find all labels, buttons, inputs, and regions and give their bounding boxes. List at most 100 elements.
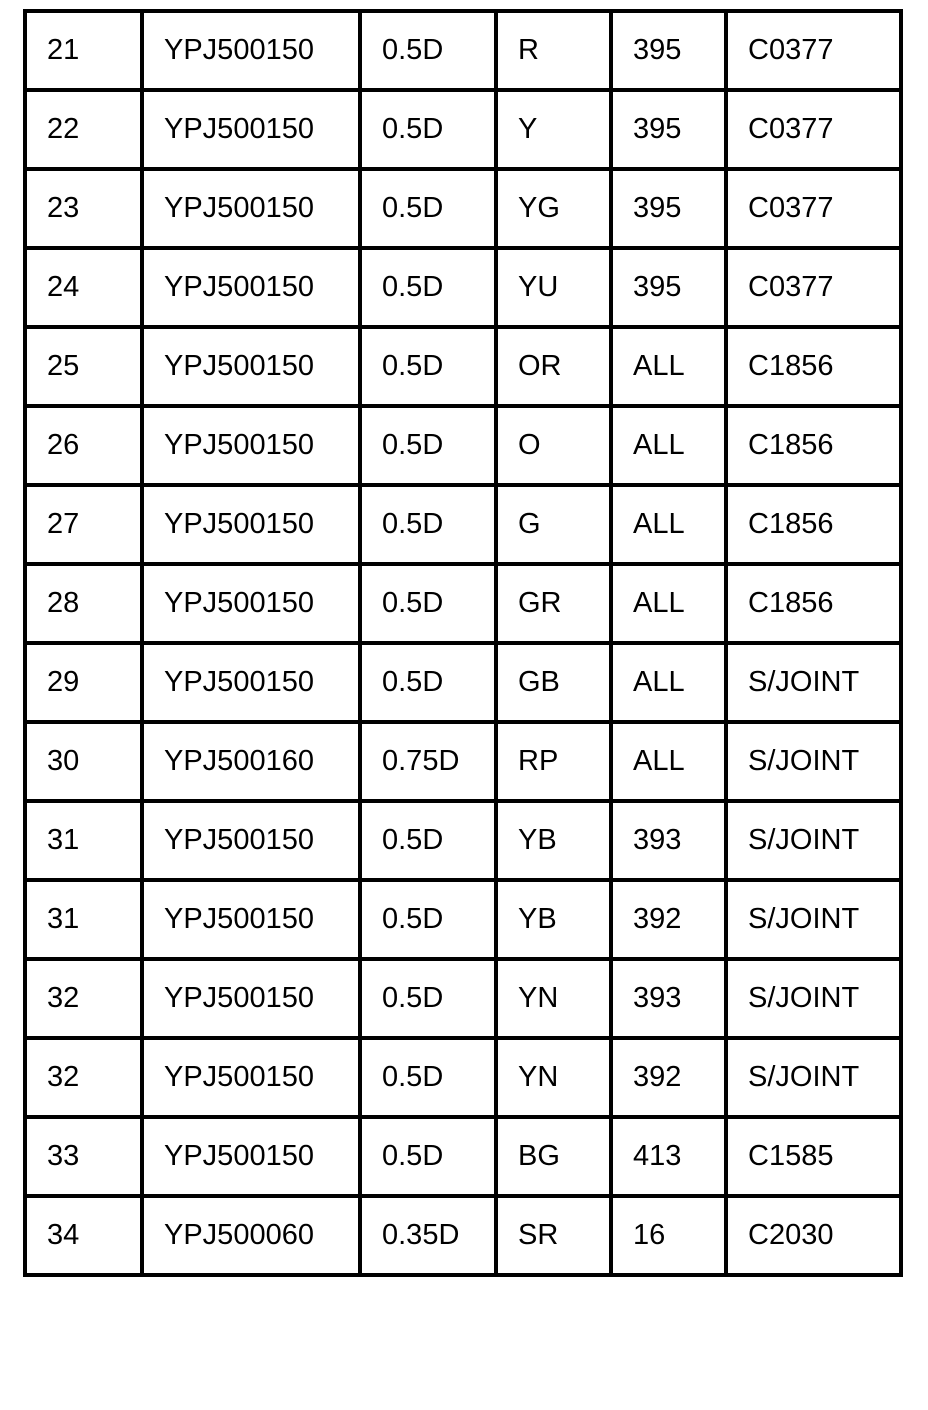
connector-cell: C0377 xyxy=(724,246,903,329)
code-cell: ALL xyxy=(609,483,728,566)
color-cell: YU xyxy=(494,246,613,329)
connector-cell: C2030 xyxy=(724,1194,903,1277)
part-number-cell: YPJ500150 xyxy=(140,957,362,1040)
part-number-cell: YPJ500160 xyxy=(140,720,362,803)
color-cell: G xyxy=(494,483,613,566)
size-cell: 0.5D xyxy=(358,9,498,92)
part-number-cell: YPJ500150 xyxy=(140,562,362,645)
no-cell: 22 xyxy=(23,88,144,171)
connector-cell: C0377 xyxy=(724,88,903,171)
no-cell: 28 xyxy=(23,562,144,645)
size-cell: 0.5D xyxy=(358,246,498,329)
connector-cell: C0377 xyxy=(724,9,903,92)
part-number-cell: YPJ500150 xyxy=(140,1036,362,1119)
size-cell: 0.35D xyxy=(358,1194,498,1277)
no-cell: 27 xyxy=(23,483,144,566)
color-cell: GR xyxy=(494,562,613,645)
color-cell: R xyxy=(494,9,613,92)
color-cell: RP xyxy=(494,720,613,803)
color-cell: YB xyxy=(494,878,613,961)
part-number-cell: YPJ500150 xyxy=(140,9,362,92)
size-cell: 0.5D xyxy=(358,878,498,961)
color-cell: YN xyxy=(494,1036,613,1119)
color-cell: YG xyxy=(494,167,613,250)
part-number-cell: YPJ500060 xyxy=(140,1194,362,1277)
code-cell: 392 xyxy=(609,878,728,961)
table-row: 26 YPJ500150 0.5D O ALL C1856 xyxy=(23,404,903,487)
code-cell: 395 xyxy=(609,9,728,92)
connector-cell: S/JOINT xyxy=(724,1036,903,1119)
data-table: 21 YPJ500150 0.5D R 395 C0377 22 YPJ500150 0.5D Y… xyxy=(23,9,903,1277)
table-row: 29 YPJ500150 0.5D GB ALL S/JOINT xyxy=(23,641,903,724)
color-cell: O xyxy=(494,404,613,487)
size-cell: 0.5D xyxy=(358,1036,498,1119)
code-cell: 393 xyxy=(609,799,728,882)
code-cell: ALL xyxy=(609,325,728,408)
table-body: 21 YPJ500150 0.5D R 395 C0377 22 YPJ500150 0.5D Y… xyxy=(23,9,903,1277)
connector-cell: C1585 xyxy=(724,1115,903,1198)
no-cell: 21 xyxy=(23,9,144,92)
connector-cell: C0377 xyxy=(724,167,903,250)
code-cell: 413 xyxy=(609,1115,728,1198)
part-number-cell: YPJ500150 xyxy=(140,325,362,408)
table-row: 32 YPJ500150 0.5D YN 393 S/JOINT xyxy=(23,957,903,1040)
size-cell: 0.5D xyxy=(358,562,498,645)
color-cell: SR xyxy=(494,1194,613,1277)
size-cell: 0.5D xyxy=(358,483,498,566)
no-cell: 34 xyxy=(23,1194,144,1277)
table-row: 22 YPJ500150 0.5D Y 395 C0377 xyxy=(23,88,903,171)
code-cell: 395 xyxy=(609,246,728,329)
no-cell: 25 xyxy=(23,325,144,408)
size-cell: 0.5D xyxy=(358,88,498,171)
table-row: 27 YPJ500150 0.5D G ALL C1856 xyxy=(23,483,903,566)
part-number-cell: YPJ500150 xyxy=(140,404,362,487)
part-number-cell: YPJ500150 xyxy=(140,246,362,329)
code-cell: 16 xyxy=(609,1194,728,1277)
connector-cell: C1856 xyxy=(724,325,903,408)
table-row: 23 YPJ500150 0.5D YG 395 C0377 xyxy=(23,167,903,250)
part-number-cell: YPJ500150 xyxy=(140,878,362,961)
color-cell: YN xyxy=(494,957,613,1040)
connector-cell: C1856 xyxy=(724,404,903,487)
color-cell: GB xyxy=(494,641,613,724)
no-cell: 31 xyxy=(23,878,144,961)
table-row: 28 YPJ500150 0.5D GR ALL C1856 xyxy=(23,562,903,645)
color-cell: YB xyxy=(494,799,613,882)
code-cell: 395 xyxy=(609,88,728,171)
size-cell: 0.75D xyxy=(358,720,498,803)
code-cell: ALL xyxy=(609,404,728,487)
table-row: 24 YPJ500150 0.5D YU 395 C0377 xyxy=(23,246,903,329)
size-cell: 0.5D xyxy=(358,325,498,408)
size-cell: 0.5D xyxy=(358,957,498,1040)
no-cell: 33 xyxy=(23,1115,144,1198)
connector-cell: C1856 xyxy=(724,562,903,645)
table-row: 32 YPJ500150 0.5D YN 392 S/JOINT xyxy=(23,1036,903,1119)
no-cell: 32 xyxy=(23,1036,144,1119)
no-cell: 32 xyxy=(23,957,144,1040)
code-cell: 393 xyxy=(609,957,728,1040)
code-cell: ALL xyxy=(609,562,728,645)
connector-cell: S/JOINT xyxy=(724,957,903,1040)
color-cell: BG xyxy=(494,1115,613,1198)
color-cell: Y xyxy=(494,88,613,171)
color-cell: OR xyxy=(494,325,613,408)
table-row: 31 YPJ500150 0.5D YB 392 S/JOINT xyxy=(23,878,903,961)
size-cell: 0.5D xyxy=(358,641,498,724)
table-row: 21 YPJ500150 0.5D R 395 C0377 xyxy=(23,9,903,92)
size-cell: 0.5D xyxy=(358,1115,498,1198)
part-number-cell: YPJ500150 xyxy=(140,641,362,724)
code-cell: ALL xyxy=(609,641,728,724)
connector-cell: C1856 xyxy=(724,483,903,566)
connector-cell: S/JOINT xyxy=(724,878,903,961)
table-row: 33 YPJ500150 0.5D BG 413 C1585 xyxy=(23,1115,903,1198)
code-cell: 395 xyxy=(609,167,728,250)
code-cell: ALL xyxy=(609,720,728,803)
no-cell: 31 xyxy=(23,799,144,882)
size-cell: 0.5D xyxy=(358,799,498,882)
size-cell: 0.5D xyxy=(358,404,498,487)
connector-cell: S/JOINT xyxy=(724,720,903,803)
table-row: 31 YPJ500150 0.5D YB 393 S/JOINT xyxy=(23,799,903,882)
code-cell: 392 xyxy=(609,1036,728,1119)
part-number-cell: YPJ500150 xyxy=(140,799,362,882)
connector-cell: S/JOINT xyxy=(724,799,903,882)
